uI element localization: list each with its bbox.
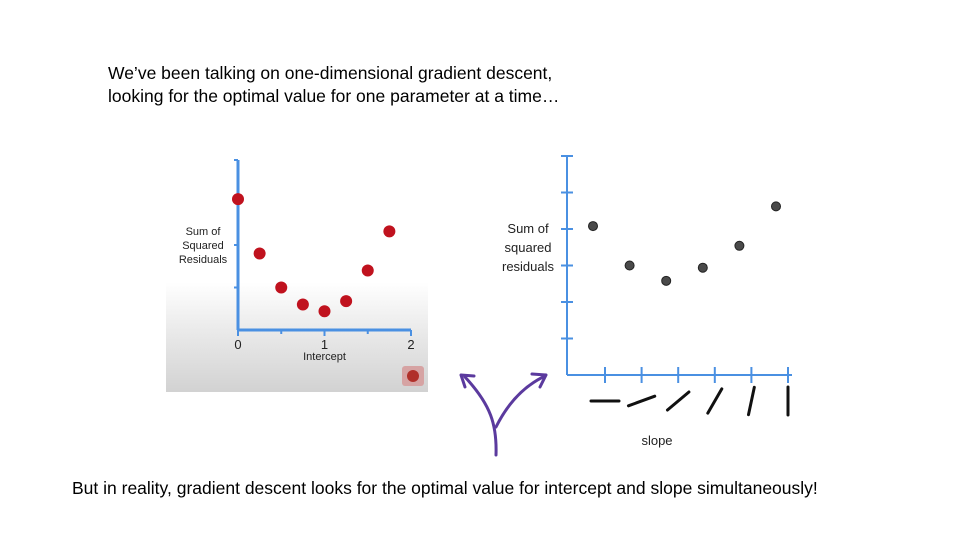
fork-arrow-left (463, 375, 498, 457)
slope-line-icon (706, 387, 724, 415)
logo-mark-icon (407, 370, 419, 382)
x-axis-label: Intercept (303, 351, 346, 363)
intercept-chart-panel: 0 1 2 Intercept Sum of Squared Residuals (166, 148, 428, 392)
data-point (296, 298, 309, 311)
fork-arrow-right (494, 375, 545, 429)
data-point (588, 221, 598, 232)
y-axis-label-line: residuals (502, 259, 555, 274)
data-point (318, 305, 331, 318)
y-axis-label-line: squared (505, 240, 552, 255)
arrowhead-left-icon (459, 373, 476, 389)
slope-line-icon (665, 390, 691, 412)
y-axis-label-line: Sum of (507, 221, 549, 236)
data-point (383, 225, 396, 238)
data-point (275, 281, 288, 294)
y-axis-label-line: Sum of (186, 226, 222, 238)
slope-line-icon (746, 385, 756, 417)
x-axis-label: slope (641, 433, 672, 448)
data-point (697, 262, 708, 273)
intercept-chart: 0 1 2 Intercept Sum of Squared Residuals (179, 159, 424, 386)
data-point (361, 264, 374, 277)
data-point (771, 201, 781, 212)
x-tick-label: 0 (234, 337, 241, 352)
data-point (340, 295, 353, 308)
conclusion-text: But in reality, gradient descent looks f… (72, 478, 818, 498)
data-point (624, 260, 635, 271)
y-axis-label-line: Squared (182, 240, 224, 252)
data-point (734, 240, 745, 251)
data-point (661, 275, 672, 286)
slope-line-icon (626, 394, 657, 408)
data-point (253, 247, 266, 260)
slope-chart-panel: slope Sum of squared residuals (490, 150, 810, 455)
x-tick-label: 2 (407, 337, 414, 352)
intro-text: We’ve been talking on one-dimensional gr… (108, 62, 559, 108)
arrowhead-right-icon (530, 372, 548, 389)
x-tick-label: 1 (321, 337, 328, 352)
fork-arrows (455, 365, 555, 460)
slope-chart: slope Sum of squared residuals (502, 155, 792, 448)
data-point (232, 193, 244, 206)
intro-line-1: We’ve been talking on one-dimensional gr… (108, 63, 553, 83)
y-axis-label-line: Residuals (179, 254, 228, 266)
intro-line-2: looking for the optimal value for one pa… (108, 86, 560, 106)
fork-arrow-icon (459, 372, 548, 457)
